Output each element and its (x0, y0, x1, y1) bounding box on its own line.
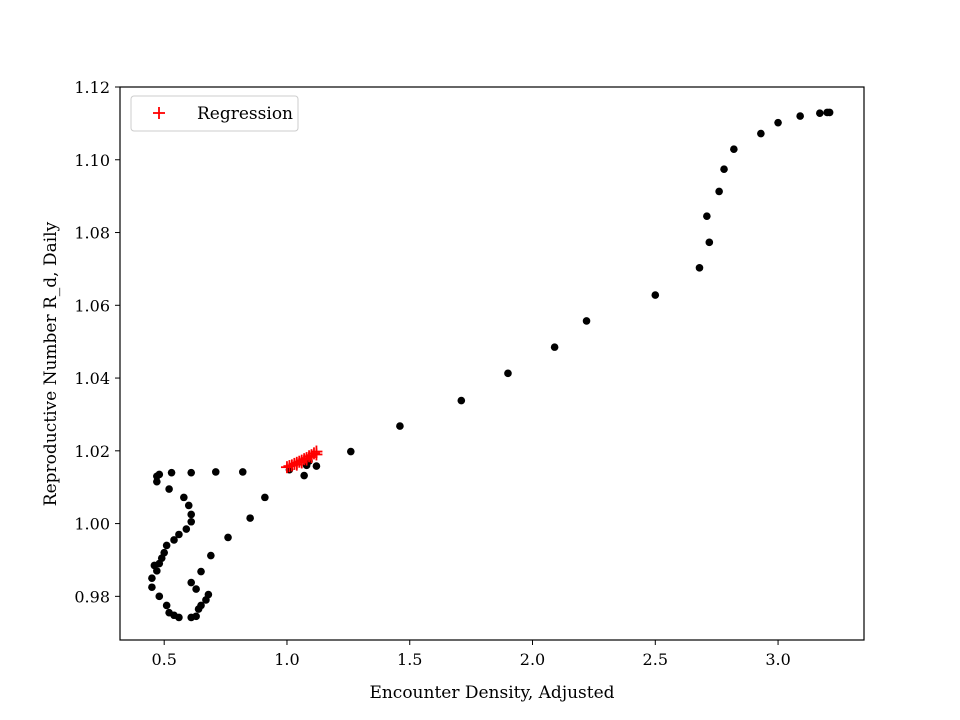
data-point (182, 525, 191, 533)
data-point (153, 477, 161, 486)
data-point (187, 468, 196, 477)
data-point (175, 613, 183, 622)
regression-point (305, 451, 318, 464)
regression-point (300, 453, 313, 466)
data-point (211, 468, 220, 476)
data-point (187, 578, 196, 587)
y-tick-label: 1.02 (74, 442, 110, 461)
x-tick-label: 0.5 (151, 650, 176, 669)
data-point (155, 592, 164, 601)
data-point (757, 129, 765, 138)
data-point (184, 501, 193, 510)
legend-plus-marker (153, 107, 165, 119)
data-point (695, 264, 704, 272)
regression-point (310, 448, 323, 461)
x-axis-label: Encounter Density, Adjusted (369, 683, 614, 703)
regression-point (290, 458, 303, 471)
data-point (224, 533, 232, 542)
regression-point (280, 461, 293, 474)
data-point (155, 470, 164, 479)
data-point (162, 541, 171, 550)
legend-box (130, 95, 299, 132)
x-tick-label: 2.5 (643, 650, 668, 669)
data-point (246, 514, 254, 522)
x-tick-label: 3.0 (765, 650, 790, 669)
y-tick-label: 1.08 (74, 224, 110, 243)
legend-label-regression: Regression (197, 104, 293, 124)
data-point (207, 551, 215, 560)
data-point (187, 510, 196, 519)
data-point (162, 601, 171, 610)
legend: Regression (130, 95, 299, 132)
data-point (187, 517, 196, 526)
y-tick-label: 1.12 (74, 78, 110, 97)
y-axis-ticks: 0.98 1.00 1.02 1.04 1.06 1.08 1.10 1.12 (74, 78, 120, 606)
data-point (816, 109, 824, 117)
regression-point (295, 456, 308, 469)
data-point (730, 145, 738, 154)
x-tick-label: 1.0 (274, 650, 299, 669)
data-point (396, 422, 404, 430)
x-tick-label: 2.0 (520, 650, 545, 669)
data-point (175, 530, 183, 539)
data-point (167, 468, 176, 477)
data-point (261, 493, 269, 502)
y-tick-label: 1.06 (74, 296, 110, 315)
data-point (170, 536, 178, 544)
data-point (180, 493, 188, 502)
data-point (197, 567, 205, 576)
y-tick-label: 1.00 (74, 515, 110, 534)
y-tick-label: 1.04 (74, 369, 110, 388)
data-point (312, 462, 321, 470)
y-axis-label: Reproductive Number R_d, Daily (41, 221, 61, 506)
x-axis-ticks: 0.5 1.0 1.5 2.0 2.5 3.0 (151, 640, 791, 669)
data-point (705, 238, 714, 247)
data-point (347, 447, 355, 456)
data-point (300, 471, 308, 480)
data-point (582, 317, 591, 325)
data-point (457, 396, 466, 405)
y-tick-label: 1.10 (74, 151, 110, 170)
data-point (153, 567, 161, 575)
data-point (715, 187, 723, 196)
data-point (550, 343, 559, 351)
data-point (148, 583, 156, 592)
data-point (148, 574, 156, 582)
data-point (165, 485, 173, 493)
data-point (238, 468, 247, 476)
data-point (703, 212, 711, 220)
data-point (720, 165, 728, 174)
plot-area (120, 87, 864, 640)
data-point (204, 590, 213, 599)
y-tick-label: 0.98 (74, 587, 110, 606)
data-point (796, 112, 804, 120)
data-point (197, 601, 205, 610)
data-point (825, 108, 834, 117)
data-point (774, 118, 782, 127)
data-point (192, 612, 200, 621)
x-tick-label: 1.5 (397, 650, 422, 669)
data-point (651, 291, 660, 299)
data-points (148, 108, 834, 622)
plot-frame (119, 86, 865, 641)
data-point (504, 369, 512, 378)
data-point (192, 585, 200, 593)
